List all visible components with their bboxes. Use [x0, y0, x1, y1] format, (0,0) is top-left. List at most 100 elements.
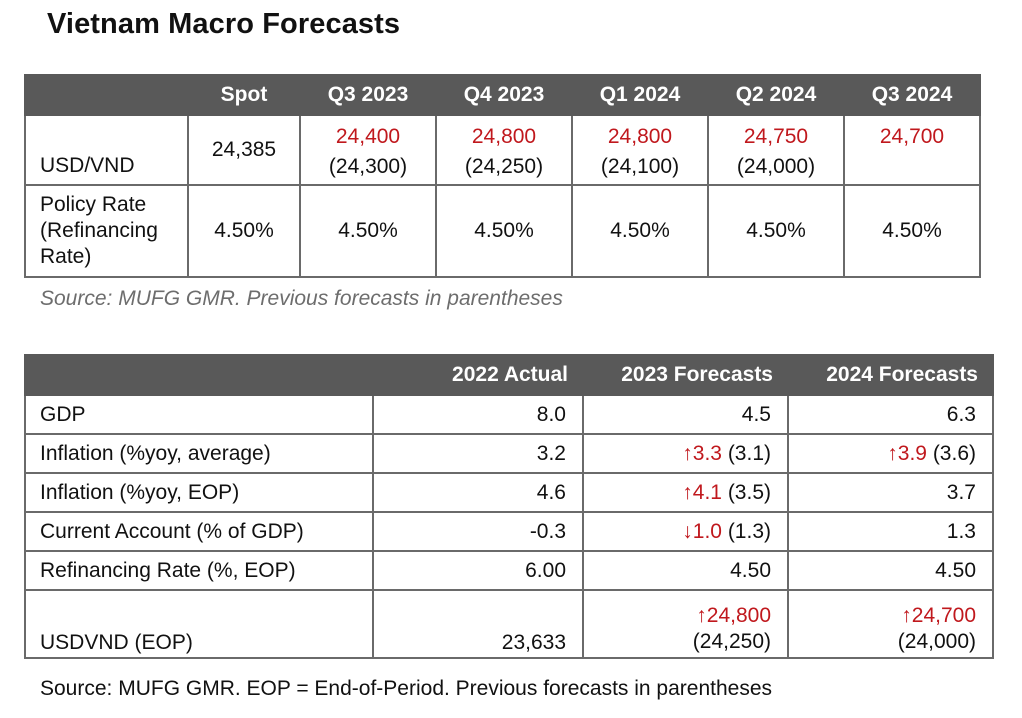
forecast-cell: 1.3 [787, 511, 994, 552]
actual-value: 8.0 [372, 394, 584, 435]
forecast-cell: 24,800 (24,100) [571, 114, 709, 186]
forecast-value: 24,750 [743, 125, 809, 148]
forecast-cell: ↑3.3 (3.1) [582, 433, 789, 474]
fx-header-row: Spot Q3 2023 Q4 2023 Q1 2024 Q2 2024 Q3 … [24, 74, 981, 116]
previous-forecast: (3.5) [727, 480, 771, 504]
table-row: USDVND (EOP) 23,633 ↑24,800 (24,250) ↑24,700… [24, 589, 994, 659]
forecast-value-line: ↑24,800 [584, 603, 771, 629]
macro-header-2022-actual: 2022 Actual [372, 354, 584, 396]
forecast-value: 24,800 [471, 125, 537, 148]
forecast-value: 6.3 [946, 402, 976, 426]
table-row: USD/VND 24,385 24,400 (24,300) 24,800 (2… [24, 114, 981, 186]
macro-source-note: Source: MUFG GMR. EOP = End-of-Period. P… [40, 677, 772, 700]
actual-value: 23,633 [372, 589, 584, 659]
table-row: Current Account (% of GDP) -0.3 ↓1.0 (1.3)… [24, 511, 994, 552]
row-label: Policy Rate (Refinancing Rate) [24, 184, 189, 278]
previous-forecast: (24,250) [692, 630, 771, 653]
forecast-value: 1.0 [692, 519, 722, 543]
row-label: Inflation (%yoy, average) [24, 433, 374, 474]
table-row: Inflation (%yoy, EOP) 4.6 ↑4.1 (3.5) 3.7 [24, 472, 994, 513]
previous-forecast: (24,100) [600, 155, 680, 178]
forecast-cell: 24,800 (24,250) [435, 114, 573, 186]
row-label: USDVND (EOP) [24, 589, 374, 659]
arrow-icon: ↑ [887, 441, 898, 465]
table-row: Policy Rate (Refinancing Rate) 4.50% 4.5… [24, 184, 981, 278]
fx-header-blank [24, 74, 189, 116]
forecast-cell: 24,700 [843, 114, 981, 186]
fx-header-q2-2024: Q2 2024 [707, 74, 845, 116]
forecast-value: 3.9 [897, 441, 927, 465]
forecast-value: 24,800 [706, 604, 771, 627]
previous-forecast: (3.1) [727, 441, 771, 465]
forecast-value: 24,700 [911, 604, 976, 627]
forecast-cell: ↑24,700 (24,000) [787, 589, 994, 659]
fx-forecast-table: Spot Q3 2023 Q4 2023 Q1 2024 Q2 2024 Q3 … [24, 74, 981, 278]
forecast-cell: 4.50 [787, 550, 994, 591]
forecast-value: 3.7 [946, 480, 976, 504]
arrow-icon: ↑ [682, 441, 693, 465]
fx-header-q1-2024: Q1 2024 [571, 74, 709, 116]
fx-header-q3-2023: Q3 2023 [299, 74, 437, 116]
forecast-value: 24,400 [335, 125, 401, 148]
row-label-line: Rate) [40, 245, 92, 268]
forecast-value: 24,800 [607, 125, 673, 148]
previous-forecast: (24,000) [736, 155, 816, 178]
forecast-value: 4.5 [741, 402, 771, 426]
actual-value: 4.6 [372, 472, 584, 513]
macro-header-blank [24, 354, 374, 396]
forecast-value: 4.50 [935, 558, 976, 582]
table-row: Refinancing Rate (%, EOP) 6.00 4.50 4.50 [24, 550, 994, 591]
previous-forecast: (24,250) [464, 155, 544, 178]
forecast-cell: 4.5 [582, 394, 789, 435]
forecast-stack: ↑24,700 (24,000) [789, 603, 976, 655]
forecast-value: 4.50% [707, 184, 845, 278]
forecast-cell: ↑24,800 (24,250) [582, 589, 789, 659]
forecast-cell: ↓1.0 (1.3) [582, 511, 789, 552]
arrow-icon: ↑ [682, 480, 693, 504]
forecast-cell: 3.7 [787, 472, 994, 513]
forecast-cell: 24,400 (24,300) [299, 114, 437, 186]
spot-value: 4.50% [187, 184, 301, 278]
macro-header-2023-forecasts: 2023 Forecasts [582, 354, 789, 396]
row-label: GDP [24, 394, 374, 435]
forecast-stack: ↑24,800 (24,250) [584, 603, 771, 655]
forecast-value: 4.50 [730, 558, 771, 582]
row-label: Current Account (% of GDP) [24, 511, 374, 552]
row-label: Refinancing Rate (%, EOP) [24, 550, 374, 591]
actual-value: 3.2 [372, 433, 584, 474]
forecast-value: 4.50% [571, 184, 709, 278]
forecast-value: 1.3 [946, 519, 976, 543]
forecast-value: 4.50% [843, 184, 981, 278]
table-row: GDP 8.0 4.5 6.3 [24, 394, 994, 435]
row-label-cell: USD/VND [24, 114, 189, 186]
arrow-icon: ↑ [901, 604, 912, 627]
previous-forecast: (3.6) [932, 441, 976, 465]
forecast-value: 3.3 [692, 441, 722, 465]
previous-forecast: (1.3) [727, 519, 771, 543]
forecast-cell: 24,750 (24,000) [707, 114, 845, 186]
forecast-value-line: ↑24,700 [789, 603, 976, 629]
row-label: Inflation (%yoy, EOP) [24, 472, 374, 513]
actual-value: 6.00 [372, 550, 584, 591]
macro-forecast-table: 2022 Actual 2023 Forecasts 2024 Forecast… [24, 354, 994, 659]
actual-value: -0.3 [372, 511, 584, 552]
page-title: Vietnam Macro Forecasts [47, 8, 401, 40]
fx-header-q3-2024: Q3 2024 [843, 74, 981, 116]
fx-header-q4-2023: Q4 2023 [435, 74, 573, 116]
forecast-cell: ↑4.1 (3.5) [582, 472, 789, 513]
forecast-value: 4.1 [692, 480, 722, 504]
forecast-value: 24,700 [879, 125, 945, 148]
macro-header-2024-forecasts: 2024 Forecasts [787, 354, 994, 396]
forecast-cell: 6.3 [787, 394, 994, 435]
arrow-icon: ↑ [696, 604, 707, 627]
row-label-line: Policy Rate [40, 193, 147, 216]
macro-header-row: 2022 Actual 2023 Forecasts 2024 Forecast… [24, 354, 994, 396]
fx-source-note: Source: MUFG GMR. Previous forecasts in … [40, 287, 563, 310]
forecast-value: 4.50% [299, 184, 437, 278]
spot-value: 24,385 [187, 114, 301, 186]
previous-forecast: (24,000) [897, 630, 976, 653]
table-row: Inflation (%yoy, average) 3.2 ↑3.3 (3.1) ↑3… [24, 433, 994, 474]
arrow-icon: ↓ [682, 519, 693, 543]
forecast-cell: ↑3.9 (3.6) [787, 433, 994, 474]
forecast-cell: 4.50 [582, 550, 789, 591]
